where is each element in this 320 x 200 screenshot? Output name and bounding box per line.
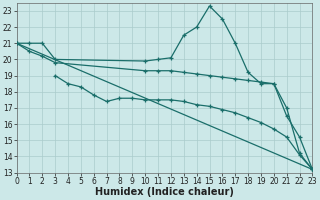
X-axis label: Humidex (Indice chaleur): Humidex (Indice chaleur) [95, 187, 234, 197]
